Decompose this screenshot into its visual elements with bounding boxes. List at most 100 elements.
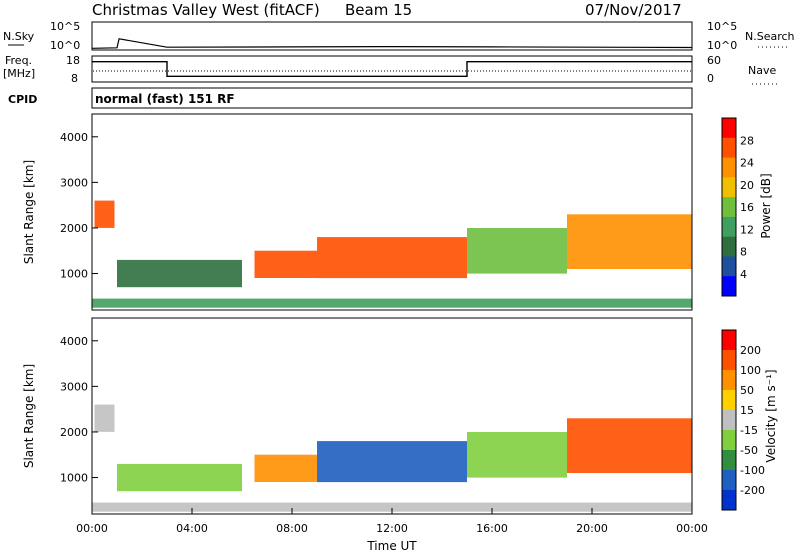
colorbar-swatch: [722, 390, 736, 411]
data-region: [254, 454, 317, 482]
colorbar-tick-label: -50: [740, 444, 758, 457]
colorbar-tick-label: 100: [740, 364, 761, 377]
colorbar-tick-label: 8: [740, 246, 747, 259]
x-tick-label: 00:00: [676, 522, 708, 535]
nave-tick-bottom: 0: [707, 72, 714, 85]
colorbar-tick-label: 28: [740, 134, 754, 147]
data-region: [117, 259, 242, 288]
colorbar-tick-label: 16: [740, 201, 754, 214]
data-region: [117, 463, 242, 492]
velocity-colorbar-label: Velocity [m s⁻¹]: [764, 369, 778, 462]
data-region: [467, 432, 567, 478]
data-region: [567, 418, 692, 473]
data-region: [317, 237, 467, 279]
nsearch-label: N.Search: [745, 30, 795, 43]
data-region: [317, 441, 467, 483]
freq-label-1: Freq.: [5, 54, 32, 67]
colorbar-swatch: [722, 450, 736, 471]
data-region: [254, 250, 317, 278]
colorbar-tick-label: 200: [740, 344, 761, 357]
power-y-ticks: 1000 2000 3000 4000: [60, 131, 98, 281]
y-tick-label: 2000: [60, 426, 88, 439]
y-tick-label: 3000: [60, 176, 88, 189]
velocity-regions: [92, 404, 692, 512]
nsky-series-line: [91, 38, 693, 49]
colorbar-swatch: [722, 137, 736, 159]
station-title: Christmas Valley West (fitACF): [92, 1, 320, 19]
x-tick-label: 08:00: [276, 522, 308, 535]
x-axis-ticks: 00:00 04:00 08:00 12:00 16:00 20:00 00:00: [76, 508, 708, 535]
colorbar-frame: [721, 329, 737, 511]
colorbar-swatch: [722, 236, 736, 257]
nsky-label: N.Sky: [3, 30, 35, 43]
colorbar-tick-label: -200: [740, 484, 765, 497]
x-tick-label: 00:00: [76, 522, 108, 535]
data-region: [94, 200, 115, 228]
data-region: [92, 298, 692, 308]
nsky-tick-top: 10^5: [50, 20, 80, 33]
colorbar-swatch: [722, 256, 736, 277]
freq-tick-top: 18: [66, 54, 80, 67]
colorbar-tick-label: 24: [740, 157, 754, 170]
freq-frame: [91, 55, 693, 83]
y-tick-label: 3000: [60, 380, 88, 393]
nsky-panel: N.Sky 10^5 10^0 10^5 10^0 N.Search: [3, 20, 795, 52]
colorbar-tick-label: 50: [740, 384, 754, 397]
x-tick-label: 20:00: [576, 522, 608, 535]
colorbar-swatch: [722, 350, 736, 371]
colorbar-tick-label: 4: [740, 268, 747, 281]
power-panel: 1000 2000 3000 4000 Slant Range [km]: [22, 113, 693, 311]
freq-label-2: [MHz]: [3, 67, 35, 80]
colorbar-swatch: [722, 370, 736, 391]
data-region: [467, 228, 567, 274]
cpid-frame: [91, 87, 693, 109]
freq-panel: Freq. [MHz] 18 8 60 0 Nave: [3, 54, 778, 85]
colorbar-tick-label: -15: [740, 424, 758, 437]
nave-label: Nave: [748, 64, 776, 77]
power-colorbar: 28 24 20 16 12 8 4: [721, 117, 754, 297]
y-tick-label: 4000: [60, 335, 88, 348]
data-region: [92, 502, 692, 512]
colorbar-swatch: [722, 330, 736, 351]
colorbar-swatch: [722, 430, 736, 451]
colorbar-tick-label: 20: [740, 179, 754, 192]
colorbar-swatch: [722, 118, 736, 139]
data-region: [567, 214, 692, 269]
colorbar-swatch: [722, 410, 736, 431]
nsearch-tick-top: 10^5: [707, 20, 737, 33]
colorbar-swatch: [722, 216, 736, 238]
power-ylabel: Slant Range [km]: [22, 160, 36, 264]
y-tick-label: 1000: [60, 268, 88, 281]
power-frame: [91, 113, 693, 311]
y-tick-label: 4000: [60, 131, 88, 144]
x-tick-label: 16:00: [476, 522, 508, 535]
beam-label: Beam 15: [345, 1, 412, 19]
y-tick-label: 1000: [60, 472, 88, 485]
colorbar-swatch: [722, 197, 736, 218]
colorbar-tick-label: 12: [740, 223, 754, 236]
nsky-frame: [91, 21, 693, 51]
colorbar-swatch: [722, 490, 736, 511]
colorbar-swatch: [722, 177, 736, 198]
colorbar-swatch: [722, 157, 736, 178]
velocity-y-ticks: 1000 2000 3000 4000: [60, 335, 98, 485]
nave-tick-top: 60: [707, 54, 721, 67]
power-colorbar-label: Power [dB]: [759, 173, 773, 238]
cpid-value: normal (fast) 151 RF: [95, 92, 235, 106]
x-axis-title: Time UT: [366, 539, 417, 553]
colorbar-frame: [721, 117, 737, 297]
data-region: [94, 404, 115, 432]
nsky-tick-bottom: 10^0: [50, 39, 80, 52]
freq-series-line: [92, 61, 692, 77]
colorbar-swatch: [722, 470, 736, 491]
cpid-label: CPID: [8, 93, 37, 106]
x-tick-label: 04:00: [176, 522, 208, 535]
velocity-panel: 1000 2000 3000 4000 Slant Range [km]: [22, 317, 693, 515]
power-regions: [92, 200, 692, 308]
velocity-ylabel: Slant Range [km]: [22, 364, 36, 468]
colorbar-tick-label: 15: [740, 404, 754, 417]
colorbar-tick-label: -100: [740, 464, 765, 477]
date-label: 07/Nov/2017: [585, 1, 682, 19]
colorbar-swatch: [722, 276, 736, 297]
